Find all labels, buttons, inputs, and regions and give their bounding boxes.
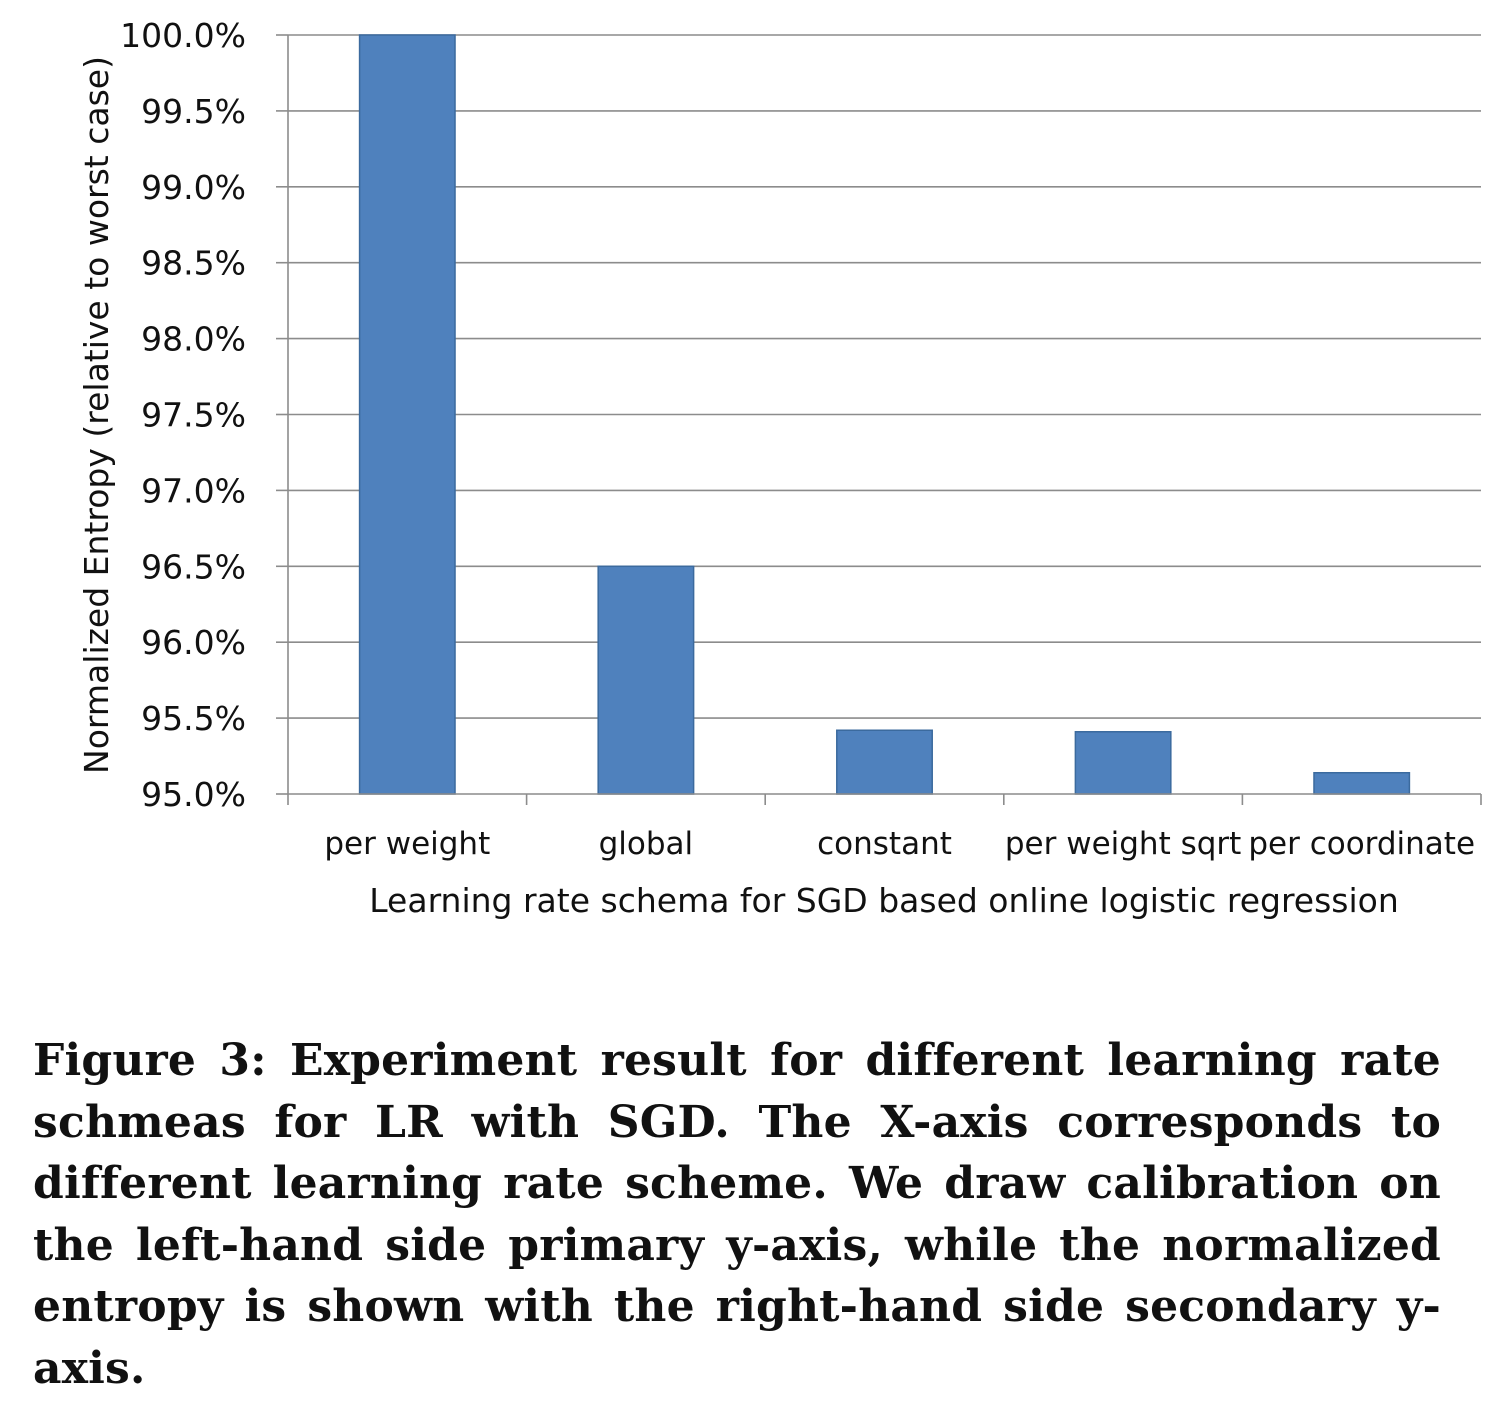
x-tick-label: constant — [817, 826, 952, 862]
bar — [597, 565, 695, 795]
y-tick-label: 96.5% — [141, 547, 246, 586]
x-axis-label: Learning rate schema for SGD based onlin… — [369, 881, 1399, 920]
y-tick-label: 99.5% — [141, 92, 246, 131]
y-tick-label: 97.0% — [141, 471, 246, 510]
bar — [1074, 731, 1172, 795]
y-tick-label: 98.0% — [141, 320, 246, 359]
x-tick-labels: per weight global constant per weight sqrt p… — [324, 826, 1475, 862]
y-tick-label: 96.0% — [141, 623, 246, 662]
y-tick-label: 95.0% — [141, 775, 246, 814]
y-tick-label: 98.5% — [141, 244, 246, 283]
figure-caption: Figure 3: Experiment result for differen… — [33, 1035, 1441, 1394]
y-tick-label: 97.5% — [141, 396, 246, 435]
x-tick-label: per weight — [324, 826, 490, 862]
x-tick-label: per coordinate — [1248, 826, 1475, 862]
x-tick-label: per weight sqrt — [1005, 826, 1241, 862]
y-tick-label: 99.0% — [141, 168, 246, 207]
bars — [358, 34, 1411, 795]
bar — [358, 34, 456, 795]
bar-chart: 95.0% 95.5% 96.0% 96.5% 97.0% 97.5% 98.0% 98.5%… — [77, 16, 1482, 920]
y-tick-label: 95.5% — [141, 699, 246, 738]
x-tick-label: global — [599, 826, 694, 862]
y-tick-labels: 95.0% 95.5% 96.0% 96.5% 97.0% 97.5% 98.0% 98.5%… — [120, 16, 246, 814]
y-tick-label: 100.0% — [120, 16, 246, 55]
gridlines — [276, 34, 1481, 795]
bar — [836, 729, 933, 795]
bar — [1313, 771, 1411, 795]
y-axis-label: Normalized Entropy (relative to worst ca… — [77, 56, 116, 774]
axes — [287, 35, 1482, 805]
